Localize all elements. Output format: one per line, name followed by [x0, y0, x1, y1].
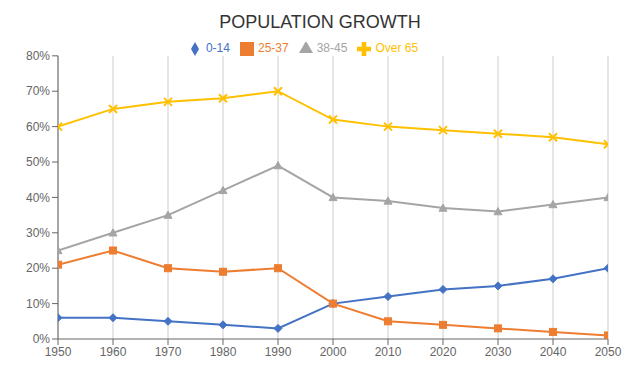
svg-text:1950: 1950 — [45, 345, 72, 359]
svg-text:50%: 50% — [26, 155, 50, 169]
svg-text:2020: 2020 — [430, 345, 457, 359]
svg-text:10%: 10% — [26, 297, 50, 311]
svg-text:70%: 70% — [26, 84, 50, 98]
html-text:0-14: 0-14 — [205, 41, 230, 55]
html-text:25-37: 25-37 — [258, 41, 289, 55]
svg-text:1970: 1970 — [155, 345, 182, 359]
html-text:Over 65: Over 65 — [375, 41, 419, 55]
svg-text:2000: 2000 — [320, 345, 347, 359]
svg-text:20%: 20% — [26, 261, 50, 275]
svg-text:1960: 1960 — [100, 345, 127, 359]
svg-text:1990: 1990 — [265, 345, 292, 359]
svg-text:2050: 2050 — [595, 345, 622, 359]
svg-text:40%: 40% — [26, 191, 50, 205]
svg-text:2030: 2030 — [485, 345, 512, 359]
svg-text:30%: 30% — [26, 226, 50, 240]
svg-text:2040: 2040 — [540, 345, 567, 359]
svg-text:60%: 60% — [26, 120, 50, 134]
html-text:38-45: 38-45 — [316, 41, 348, 55]
html-text:POPULATION GROWTH: POPULATION GROWTH — [219, 12, 421, 32]
svg-text:80%: 80% — [26, 49, 50, 63]
svg-text:2010: 2010 — [375, 345, 402, 359]
svg-text:0%: 0% — [33, 332, 51, 346]
svg-text:1980: 1980 — [210, 345, 237, 359]
